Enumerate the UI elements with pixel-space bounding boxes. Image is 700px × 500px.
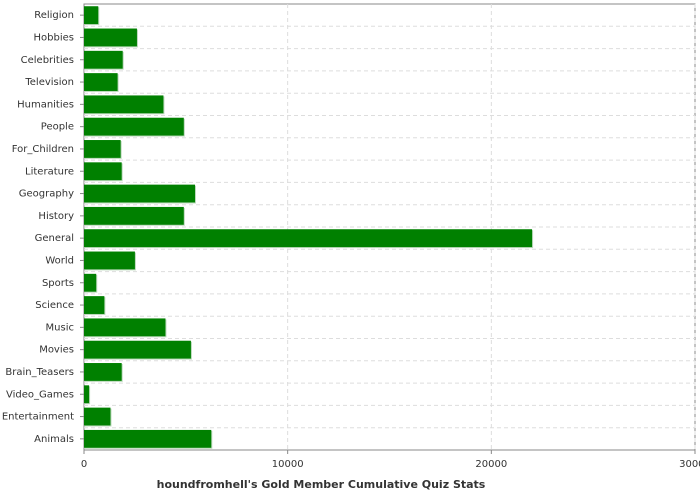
y-tick-label: Literature (25, 166, 74, 177)
bar (84, 50, 123, 69)
y-tick-label: Animals (34, 434, 74, 445)
y-tick-label: Movies (39, 345, 74, 356)
bar (84, 206, 184, 225)
y-tick-label: Hobbies (34, 32, 74, 43)
y-tick-label: Entertainment (2, 412, 74, 423)
x-tick-label: 30000 (679, 459, 700, 470)
bar (84, 340, 191, 359)
y-tick-label: Television (24, 77, 74, 88)
y-tick-label: Humanities (17, 99, 74, 110)
y-tick-label: World (45, 255, 74, 266)
bar (84, 407, 111, 426)
y-tick-label: Music (46, 322, 74, 333)
bar (84, 273, 97, 292)
y-tick-label: For_Children (12, 144, 74, 155)
bar (84, 363, 122, 381)
bar (84, 296, 105, 314)
bar (84, 73, 118, 91)
y-tick-label: History (38, 211, 74, 222)
x-tick-label: 10000 (272, 459, 304, 470)
x-axis-title: houndfromhell's Gold Member Cumulative Q… (157, 478, 486, 491)
y-tick-label: Geography (19, 189, 74, 200)
y-tick-label: Celebrities (21, 55, 74, 66)
bar (84, 429, 212, 448)
x-tick-label: 0 (81, 459, 87, 470)
y-tick-label: Video_Games (6, 389, 74, 400)
y-tick-label: Brain_Teasers (5, 367, 74, 378)
bar (84, 385, 90, 404)
bar (84, 140, 121, 158)
bar (84, 6, 99, 25)
y-tick-label: General (35, 233, 74, 244)
bar (84, 117, 184, 136)
y-tick-label: Religion (34, 10, 74, 21)
x-tick-label: 20000 (475, 459, 507, 470)
bar (84, 318, 166, 337)
bar (84, 184, 195, 203)
y-tick-label: Sports (42, 278, 74, 289)
bar (84, 162, 122, 181)
bar (84, 95, 164, 114)
bar (84, 28, 137, 47)
y-tick-label: People (41, 122, 74, 133)
y-tick-label: Science (35, 300, 74, 311)
bar (84, 251, 135, 270)
bar (84, 229, 533, 248)
